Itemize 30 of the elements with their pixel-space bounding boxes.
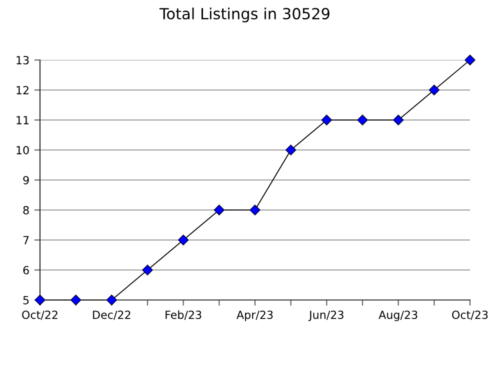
chart-title: Total Listings in 30529 bbox=[159, 8, 330, 22]
point bbox=[286, 144, 296, 156]
point bbox=[70, 294, 82, 306]
y-tick-label: 8 bbox=[23, 206, 29, 214]
point bbox=[106, 294, 117, 306]
x-tick-label: Apr/23 bbox=[236, 310, 273, 322]
point bbox=[250, 204, 260, 216]
x-tick-label: Jun/23 bbox=[308, 310, 344, 322]
point bbox=[142, 264, 153, 276]
x-tick-label: Feb/23 bbox=[166, 310, 202, 320]
x-tick-label: Aug/23 bbox=[378, 310, 418, 322]
point bbox=[214, 204, 224, 216]
y-tick-label: 13 bbox=[16, 56, 29, 64]
point bbox=[464, 54, 476, 66]
point bbox=[178, 234, 189, 246]
point bbox=[34, 294, 46, 306]
x-tick-label: Oct/22 bbox=[22, 310, 58, 320]
point bbox=[357, 114, 368, 126]
point bbox=[428, 84, 440, 96]
y-tick-label: 6 bbox=[23, 266, 29, 274]
point bbox=[321, 114, 332, 126]
y-tick-label: 5 bbox=[23, 296, 29, 304]
x-tick-label: Dec/22 bbox=[93, 310, 130, 320]
x-tick-label: Oct/23 bbox=[452, 310, 488, 320]
y-tick-label: 11 bbox=[16, 116, 29, 124]
y-tick-label: 9 bbox=[23, 176, 29, 184]
y-tick-label: 10 bbox=[16, 146, 29, 154]
y-tick-label: 7 bbox=[23, 236, 29, 244]
y-tick-label: 12 bbox=[16, 86, 28, 94]
point bbox=[393, 114, 404, 126]
